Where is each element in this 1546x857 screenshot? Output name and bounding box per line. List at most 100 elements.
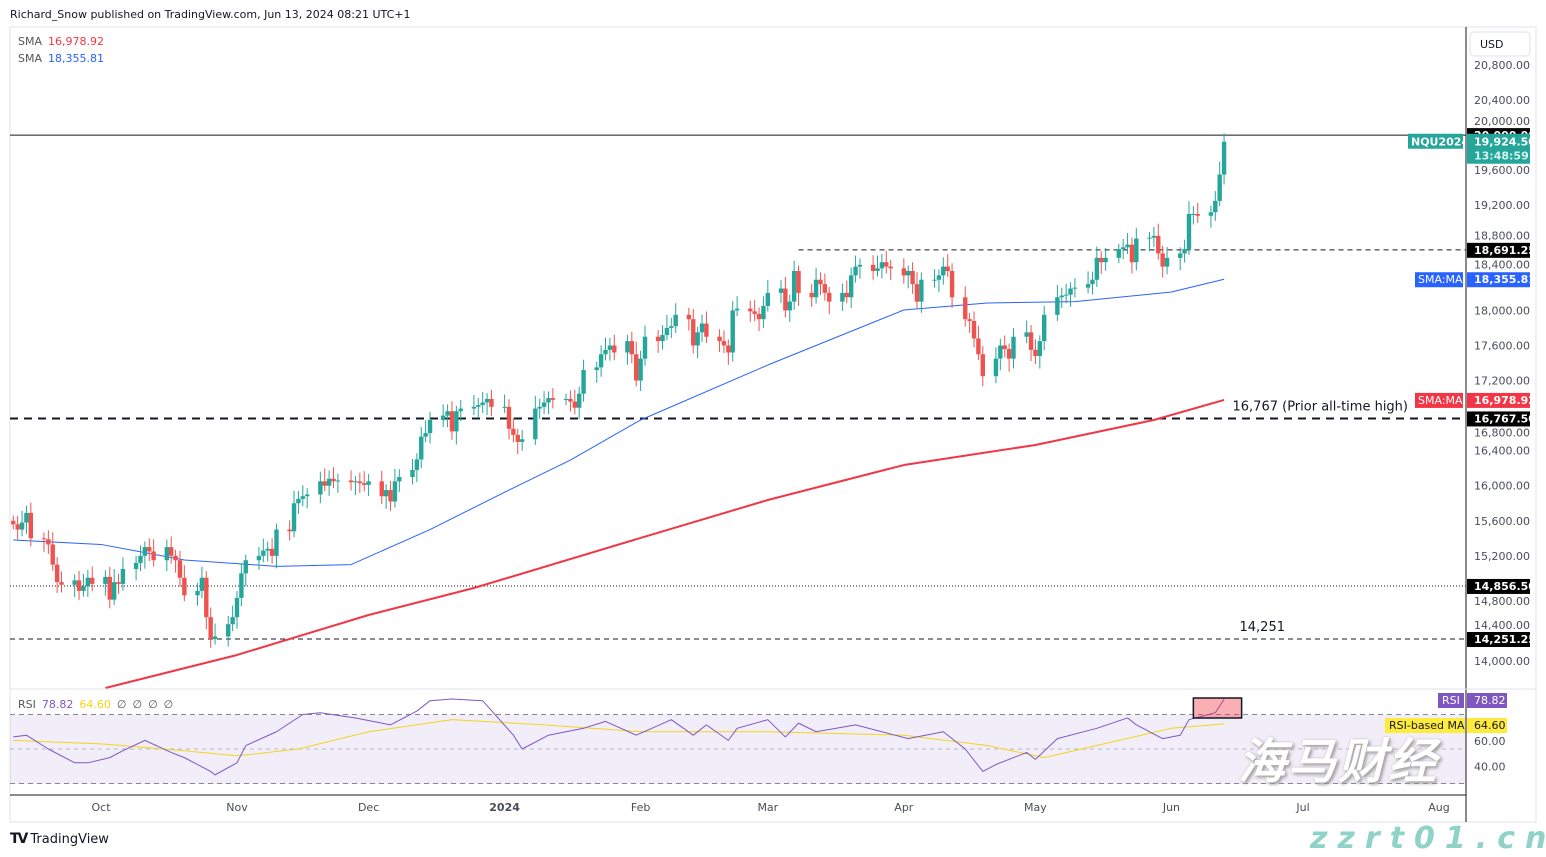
price-tick: 20,400.00 <box>1474 94 1530 107</box>
price-tick: 17,600.00 <box>1474 339 1530 352</box>
candle-body <box>519 439 525 442</box>
candle-body <box>941 266 946 276</box>
candle-body <box>1129 244 1135 263</box>
candle-body <box>489 398 494 407</box>
candle-body <box>11 520 16 525</box>
candle-body <box>691 319 696 346</box>
candle-body <box>362 483 367 485</box>
candle-body <box>1063 294 1069 296</box>
time-tick: Dec <box>358 801 379 814</box>
candle-body <box>116 582 121 584</box>
level-badge <box>1467 242 1530 258</box>
candle-body <box>19 522 25 530</box>
candle-body <box>173 555 178 561</box>
candle-body <box>734 308 740 311</box>
time-tick: Jun <box>1162 801 1180 814</box>
candle-body <box>699 323 705 333</box>
sma-badge-label: SMA:MA <box>1418 394 1463 407</box>
rsi-empty-value: ∅ <box>116 698 127 711</box>
candle-body <box>642 336 648 359</box>
candle-body <box>335 480 341 482</box>
candle-body <box>1156 235 1161 254</box>
candle-body <box>730 310 735 353</box>
candle-body <box>81 586 86 591</box>
candle-body <box>471 406 477 409</box>
legend-label: SMA <box>18 52 42 65</box>
candle-body <box>291 503 297 532</box>
candle-body <box>24 512 29 523</box>
candle-body <box>1006 348 1012 359</box>
candle-body <box>660 334 665 342</box>
candle-body <box>1099 257 1104 263</box>
sma-value-badge <box>1467 392 1530 408</box>
rsi-empty-value: ∅ <box>163 698 174 711</box>
candle-body <box>721 341 727 346</box>
price-tick: 18,000.00 <box>1474 304 1530 317</box>
candle-body <box>791 270 797 302</box>
candle-body <box>353 481 358 483</box>
candle-body <box>840 292 845 302</box>
level-badge <box>1467 631 1530 647</box>
candle-body <box>625 341 630 353</box>
candle-body <box>778 288 784 293</box>
sma-badge-label: SMA:MA <box>1418 273 1463 286</box>
currency-button[interactable] <box>1469 31 1531 57</box>
candle-body <box>383 490 389 497</box>
level-annotation: 16,767 (Prior all-time high) <box>1233 399 1409 414</box>
candle-body <box>265 548 270 551</box>
candle-body <box>212 636 218 640</box>
candle-body <box>1116 249 1121 258</box>
rsi-overbought-highlight <box>1192 697 1243 719</box>
level-badge-label: 14,251.25 <box>1474 633 1536 646</box>
candle-body <box>41 538 47 540</box>
candle-body <box>1011 336 1016 359</box>
candle-body <box>261 550 266 556</box>
candle-body <box>629 341 635 355</box>
candle-body <box>857 264 863 267</box>
tradingview-brand[interactable]: TV TradingView <box>10 831 109 847</box>
candle-body <box>914 284 920 302</box>
chart-frame <box>9 26 1537 823</box>
candle-body <box>598 354 604 368</box>
legend-sma-50[interactable]: SMA 18,355.81 <box>18 52 104 65</box>
candle-body <box>142 547 148 556</box>
legend-rsi[interactable]: RSI 78.82 64.60 ∅ ∅ ∅ ∅ <box>18 698 173 711</box>
price-tick: 14,400.00 <box>1474 619 1530 632</box>
candle-body <box>752 311 757 314</box>
price-tick: 19,200.00 <box>1474 199 1530 212</box>
candle-body <box>748 308 753 312</box>
candle-body <box>366 481 371 485</box>
candle-body <box>164 547 170 561</box>
candle-body <box>879 262 885 269</box>
candle-body <box>46 539 51 545</box>
candle-body <box>669 326 674 328</box>
candle-body <box>1033 349 1038 356</box>
candle-body <box>1164 257 1170 267</box>
rsi-badge-value: 78.82 <box>1474 694 1506 707</box>
candle-body <box>1195 214 1200 216</box>
candle-body <box>1178 253 1183 258</box>
time-tick: Mar <box>757 801 778 814</box>
watermark-url: zzrt01.cn <box>1310 821 1546 856</box>
candle-body <box>1208 212 1214 216</box>
price-tick: 20,000.00 <box>1474 115 1530 128</box>
legend-sma-200[interactable]: SMA 16,978.92 <box>18 35 104 48</box>
candle-body <box>1094 257 1100 280</box>
candle-body <box>550 398 556 400</box>
rsi-ma-value: 64.60 <box>79 698 111 711</box>
rsi-value: 78.82 <box>41 698 74 711</box>
candle-body <box>72 580 77 585</box>
candle-body <box>103 576 108 584</box>
rsi-value-badge <box>1467 693 1507 708</box>
rsi-label: RSI <box>18 698 36 711</box>
candle-body <box>1217 174 1222 201</box>
candle-body <box>204 577 209 618</box>
symbol-badge <box>1408 133 1463 149</box>
candle-body <box>445 411 450 416</box>
candle-body <box>423 433 428 437</box>
candle-body <box>208 617 213 640</box>
candle-body <box>827 292 832 302</box>
candle-body <box>993 358 999 377</box>
candle-body <box>1160 253 1165 267</box>
